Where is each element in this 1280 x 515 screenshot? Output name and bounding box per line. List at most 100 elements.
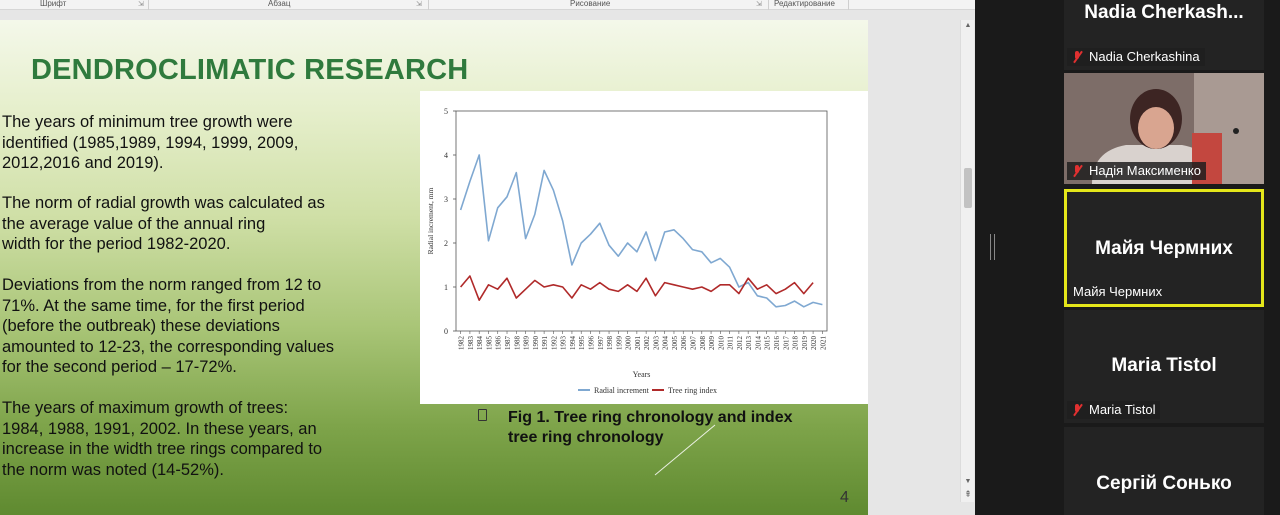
muted-mic-icon (1071, 404, 1083, 416)
x-tick-label: 1982 (458, 336, 466, 351)
y-tick-label: 3 (444, 195, 448, 204)
x-tick-label: 2013 (745, 336, 753, 351)
participant-display-name: Maria Tistol (1111, 355, 1217, 376)
participant-name-label: Maria Tistol (1067, 401, 1161, 419)
x-tick-label: 2005 (671, 336, 679, 351)
y-axis-label: Radial increment, mm (426, 187, 435, 254)
x-tick-label: 1984 (476, 336, 484, 351)
paragraph-dialog-launcher-icon[interactable]: ⇲ (416, 1, 422, 8)
x-tick-label: 2008 (699, 336, 707, 351)
x-tick-label: 2019 (801, 336, 809, 351)
participants-panel: Nadia Cherkash... Nadia Cherkashina Наді… (975, 0, 1280, 515)
ribbon-separator (428, 0, 429, 10)
participant-name-label: Надія Максименко (1067, 162, 1206, 180)
active-speaker-tile[interactable]: Майя Чермних Майя Чермних (1064, 189, 1264, 307)
x-tick-label: 2001 (634, 336, 642, 351)
panel-resize-handle[interactable] (990, 234, 995, 260)
slide-number: 4 (840, 489, 849, 506)
x-tick-label: 2006 (680, 336, 688, 351)
series-line-tree-ring-index (459, 275, 814, 301)
x-tick-label: 1989 (523, 336, 531, 351)
x-tick-label: 1988 (513, 336, 521, 351)
participant-tile[interactable]: Надія Максименко (1064, 73, 1264, 184)
scroll-down-icon[interactable]: ▼ (964, 478, 972, 485)
participant-name-label: Nadia Cherkashina (1067, 48, 1205, 66)
text-line: 1984, 1988, 1991, 2002. In these years, … (2, 419, 317, 438)
participant-tile[interactable]: Maria Tistol Maria Tistol (1064, 310, 1264, 423)
participant-name-label: Майя Чермних (1073, 284, 1163, 299)
slide-editor: DENDROCLIMATIC RESEARCH The years of min… (0, 10, 975, 515)
text-line: amounted to 12-23, the corresponding val… (2, 337, 335, 356)
x-tick-label: 1986 (495, 336, 503, 351)
figure-caption[interactable]: Fig 1. Tree ring chronology and index tr… (508, 408, 792, 448)
x-tick-label: 1996 (587, 336, 595, 351)
text-line: 71%. At the same time, for the first per… (2, 296, 305, 315)
ribbon-group-labels: Шрифт ⇲ Абзац ⇲ Рисование ⇲ Редактирован… (0, 0, 975, 10)
x-tick-label: 2004 (662, 336, 670, 351)
text-line: (before the outbreak) these deviations (2, 317, 280, 335)
ribbon-separator (768, 0, 769, 10)
x-tick-label: 2010 (717, 336, 725, 351)
x-tick-label: 2017 (782, 336, 790, 351)
bullet-icon (478, 409, 487, 421)
ribbon-separator (848, 0, 849, 10)
muted-mic-icon (1071, 51, 1083, 63)
paragraph-minimum-growth[interactable]: The years of minimum tree growth were id… (2, 112, 298, 174)
muted-mic-icon (1071, 165, 1083, 177)
paragraph-deviations[interactable]: Deviations from the norm ranged from 12 … (2, 275, 334, 378)
y-tick-label: 5 (444, 107, 448, 116)
text-line: identified (1985,1989, 1994, 1999, 2009, (2, 133, 299, 152)
legend-label: Radial increment (594, 386, 650, 395)
chart-image[interactable]: 0 1 2 3 4 5 1982 1983 1984 1985 1986 1987 1988 1989 19… (420, 91, 868, 404)
scroll-up-icon[interactable]: ▲ (964, 22, 972, 29)
x-tick-label: 2003 (652, 336, 660, 351)
ribbon-group-paragraph[interactable]: Абзац (268, 0, 291, 8)
text-line: the norm was noted (14-52%). (2, 460, 224, 479)
text-line: 2012,2016 and 2019). (2, 154, 164, 172)
text-line: the average value of the annual ring (2, 214, 266, 233)
caption-line: tree ring chronology (508, 429, 664, 446)
decorative-line (654, 424, 716, 476)
x-axis-label: Years (633, 370, 651, 379)
x-tick-label: 1992 (550, 336, 558, 351)
x-tick-label: 1997 (597, 336, 605, 351)
plot-frame (455, 110, 828, 332)
x-tick-label: 2021 (819, 336, 827, 351)
text-line: The norm of radial growth was calculated… (2, 194, 325, 212)
x-tick-label: 1990 (532, 336, 540, 351)
previous-slide-icon[interactable]: ⇞ (964, 489, 972, 499)
x-tick-label: 1995 (578, 336, 586, 351)
x-tick-label: 2002 (643, 336, 651, 351)
y-tick-label: 2 (444, 239, 448, 248)
text-line: increase in the width tree rings compare… (2, 440, 323, 458)
paragraph-maximum-growth[interactable]: The years of maximum growth of trees: 19… (2, 398, 322, 480)
x-tick-label: 1998 (606, 336, 614, 351)
vertical-scrollbar[interactable]: ▲ ▼ ⇞ (960, 20, 974, 502)
x-tick-label: 2007 (690, 336, 698, 351)
participant-tile[interactable]: Сергій Сонько (1064, 427, 1264, 515)
scrollbar-thumb[interactable] (964, 168, 972, 208)
x-tick-label: 2012 (736, 336, 744, 351)
drawing-dialog-launcher-icon[interactable]: ⇲ (756, 1, 762, 8)
x-tick-label: 2018 (792, 336, 800, 351)
text-line: for the second period – 17-72%. (2, 358, 237, 376)
paragraph-norm[interactable]: The norm of radial growth was calculated… (2, 193, 325, 255)
text-line: Deviations from the norm ranged from 12 … (2, 276, 322, 294)
x-tick-label: 2015 (764, 336, 772, 351)
slide-canvas[interactable]: DENDROCLIMATIC RESEARCH The years of min… (0, 20, 868, 515)
ribbon-group-drawing[interactable]: Рисование (570, 0, 611, 8)
x-tick-label: 1983 (467, 336, 475, 351)
ribbon-group-editing[interactable]: Редактирование (774, 0, 835, 8)
y-tick-label: 1 (444, 283, 448, 292)
slide-title[interactable]: DENDROCLIMATIC RESEARCH (31, 54, 469, 86)
x-tick-label: 2014 (754, 336, 762, 351)
ribbon-group-font[interactable]: Шрифт (40, 0, 67, 8)
participant-tile[interactable]: Nadia Cherkash... Nadia Cherkashina (1064, 0, 1264, 70)
participant-display-name: Сергій Сонько (1096, 473, 1232, 494)
participant-display-name: Nadia Cherkash... (1084, 2, 1244, 23)
x-tick-label: 2000 (625, 336, 633, 351)
font-dialog-launcher-icon[interactable]: ⇲ (138, 1, 144, 8)
text-line: The years of maximum growth of trees: (2, 399, 289, 417)
